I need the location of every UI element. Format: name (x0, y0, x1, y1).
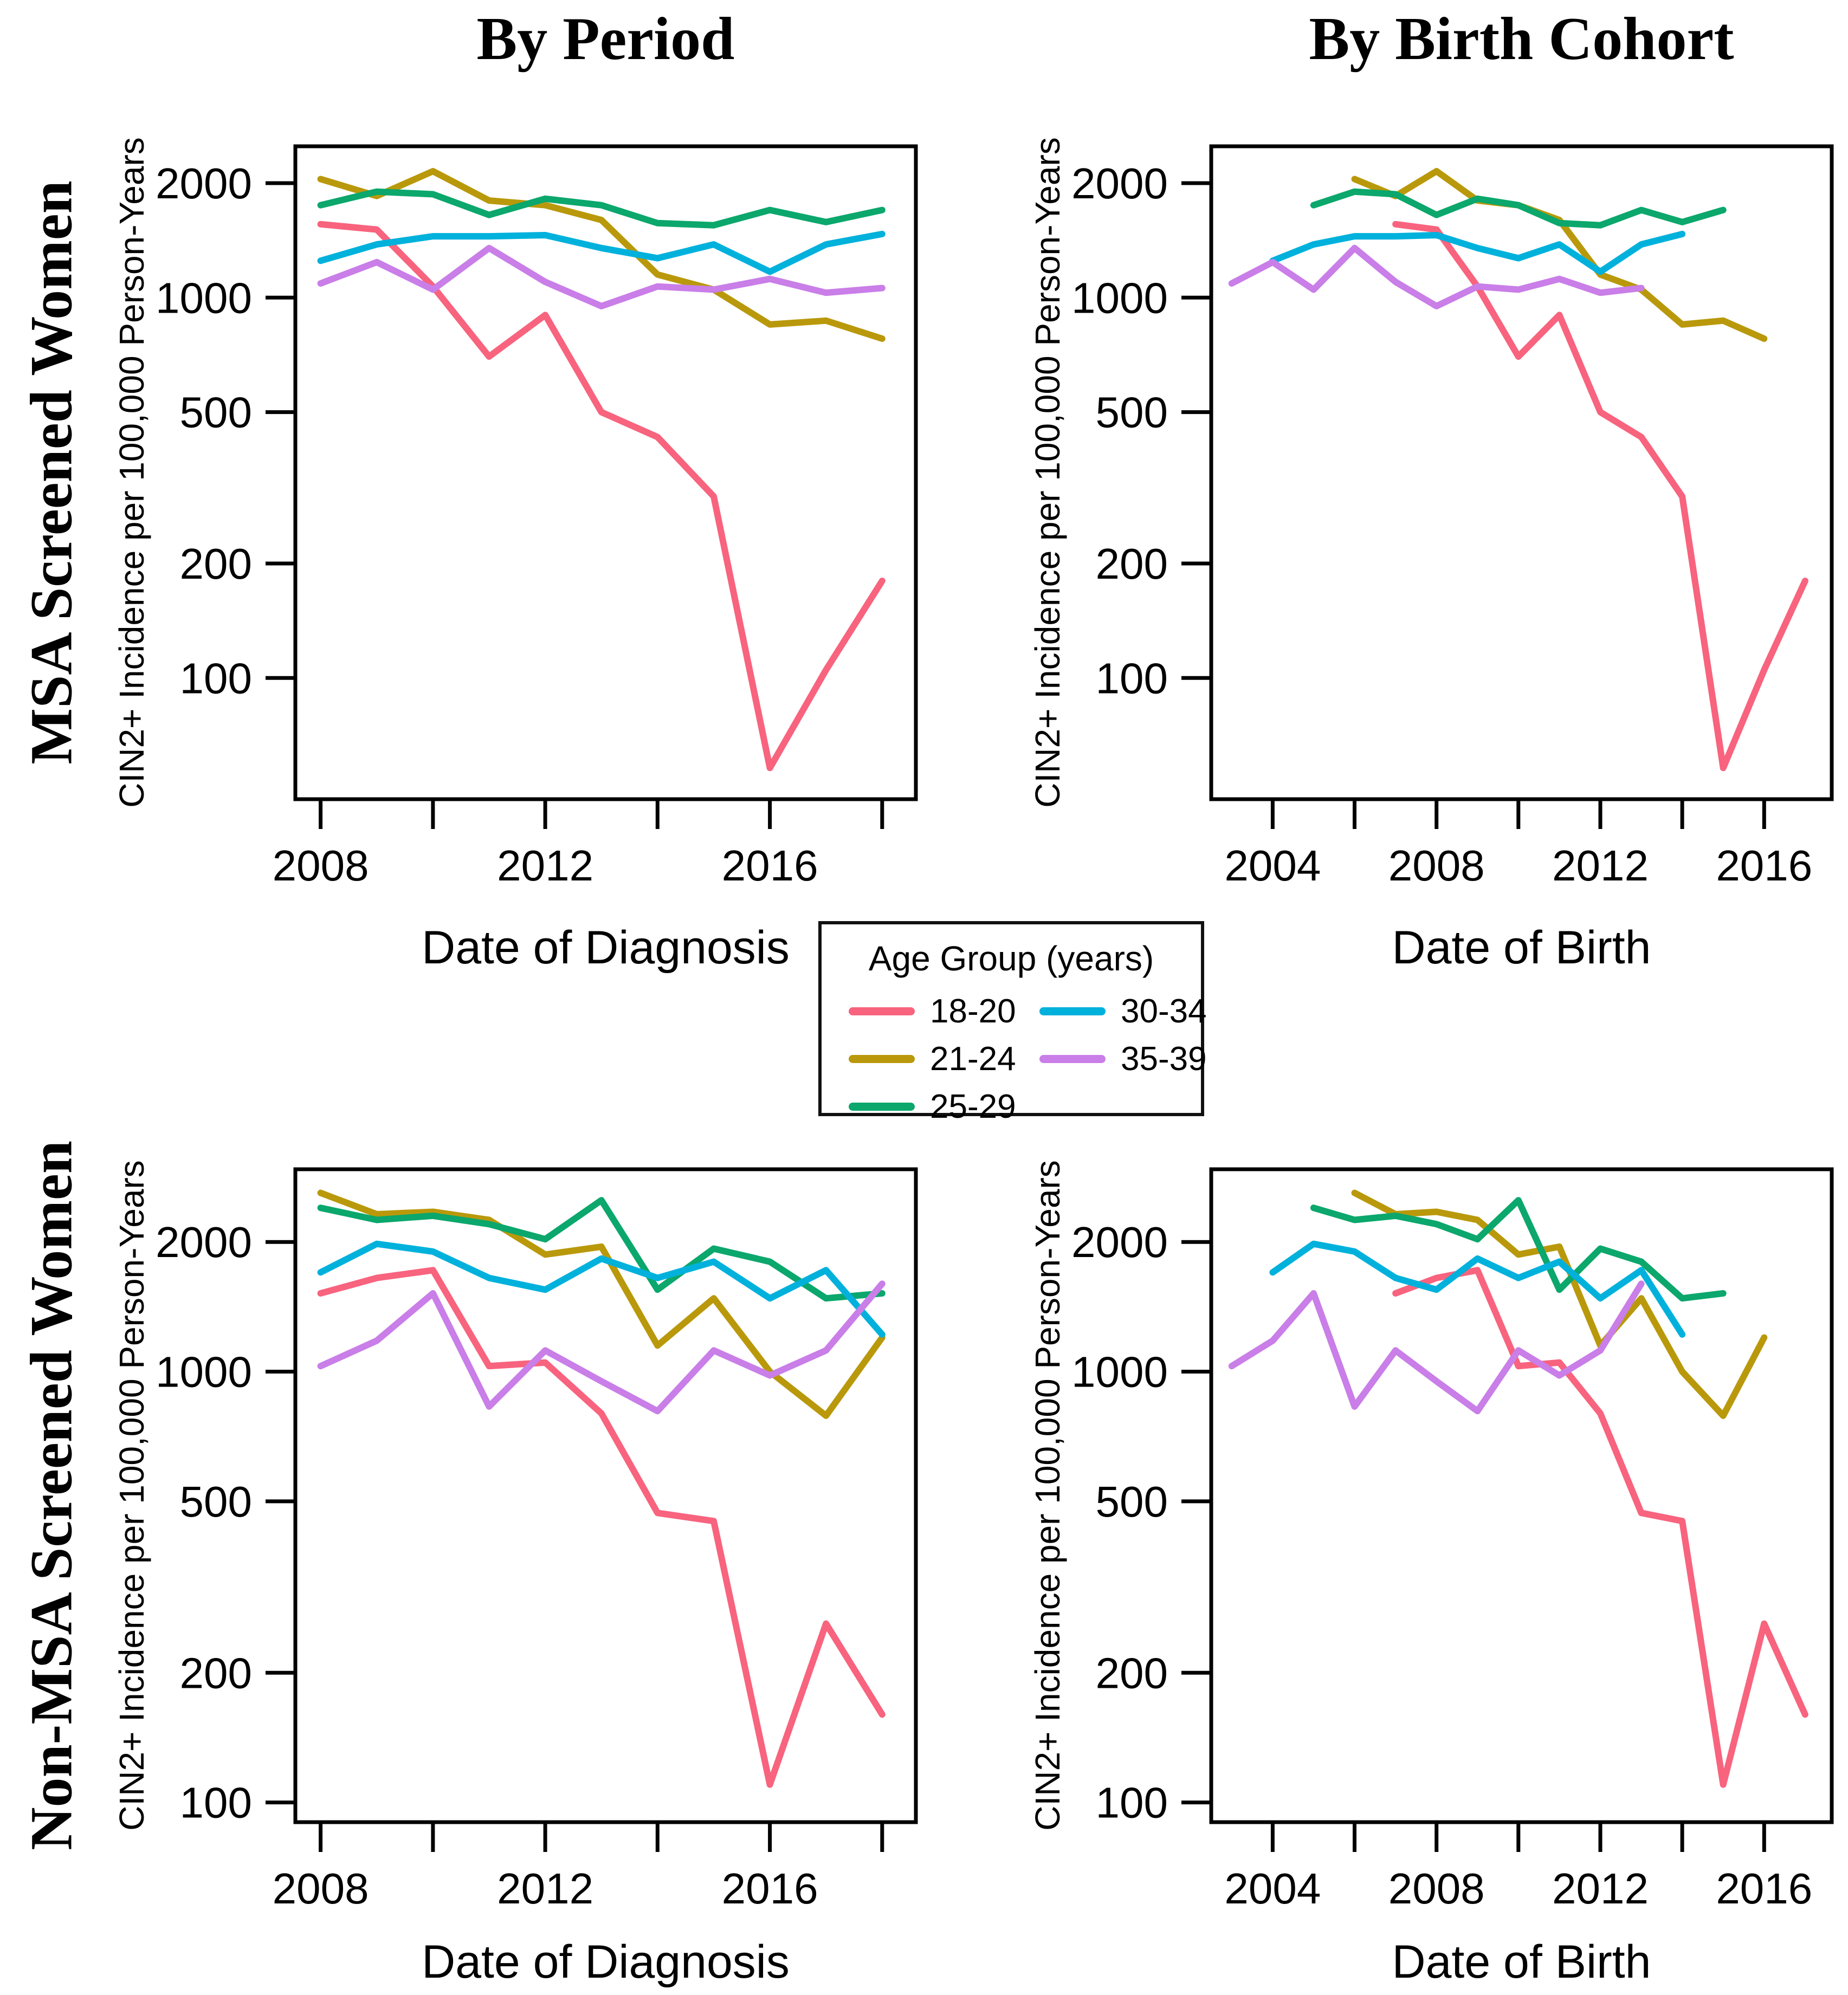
svg-text:2008: 2008 (273, 841, 369, 890)
svg-text:500: 500 (180, 388, 252, 437)
svg-text:1000: 1000 (156, 274, 252, 322)
svg-text:2016: 2016 (722, 841, 818, 890)
svg-text:200: 200 (1096, 1649, 1168, 1697)
svg-text:2012: 2012 (497, 841, 593, 890)
svg-text:200: 200 (180, 540, 252, 588)
svg-text:2012: 2012 (1552, 1864, 1649, 1913)
svg-text:500: 500 (1096, 1478, 1168, 1526)
row-label-non-msa: Non-MSA Screened Women (18, 1141, 85, 1850)
svg-text:2008: 2008 (273, 1864, 369, 1913)
svg-text:1000: 1000 (1071, 274, 1168, 322)
svg-text:2016: 2016 (1716, 1864, 1812, 1913)
svg-text:1000: 1000 (156, 1348, 252, 1396)
chart-non-msa-by-birth-cohort: 2004 2008 2012 2016 100 200 500 1000 2000 (1057, 1153, 1848, 1928)
svg-text:2012: 2012 (1552, 841, 1649, 890)
chart-plot-area: 2004 2008 2012 2016 100 200 500 1000 2000 (1071, 1167, 1834, 1913)
chart-msa-by-period: 2008 2012 2016 100 200 500 1000 2000 (141, 130, 932, 905)
legend-line-swatch (849, 1102, 915, 1111)
svg-text:200: 200 (180, 1649, 252, 1697)
svg-text:1000: 1000 (1071, 1348, 1168, 1396)
legend-line-swatch (1039, 1054, 1106, 1063)
chart-msa-by-birth-cohort: 2004 2008 2012 2016 100 200 500 1000 2000 (1057, 130, 1848, 905)
legend-item-label: 21-24 (930, 1040, 1016, 1078)
svg-text:2016: 2016 (722, 1864, 818, 1913)
svg-text:2012: 2012 (497, 1864, 593, 1913)
legend-item: 35-39 (1039, 1040, 1207, 1078)
svg-text:2004: 2004 (1224, 841, 1321, 890)
legend-item-label: 30-34 (1121, 992, 1207, 1030)
svg-text:2000: 2000 (1071, 1218, 1168, 1266)
svg-text:500: 500 (1096, 388, 1168, 437)
legend-line-swatch (1039, 1007, 1106, 1015)
legend-item: 21-24 (849, 1040, 1039, 1078)
legend-line-swatch (849, 1007, 915, 1015)
x-axis-label-diagnosis: Date of Diagnosis (422, 1936, 790, 1988)
svg-text:2000: 2000 (156, 1218, 252, 1266)
svg-text:500: 500 (180, 1478, 252, 1526)
legend-item-label: 25-29 (930, 1087, 1016, 1125)
chart-plot-area: 2008 2012 2016 100 200 500 1000 2000 (156, 1167, 918, 1913)
svg-text:2008: 2008 (1388, 841, 1485, 890)
svg-text:100: 100 (1096, 654, 1168, 702)
legend-items: 18-20 21-24 25-29 30-34 35-39 (849, 987, 1207, 1130)
legend-item-label: 35-39 (1121, 1040, 1207, 1078)
legend-item: 25-29 (849, 1087, 1039, 1126)
svg-text:2016: 2016 (1716, 841, 1812, 890)
svg-text:100: 100 (180, 654, 252, 702)
x-axis-label-birth: Date of Birth (1392, 922, 1651, 974)
legend-item: 18-20 (849, 992, 1039, 1031)
svg-text:2008: 2008 (1388, 1864, 1485, 1913)
legend-line-swatch (849, 1054, 915, 1063)
column-title-by-birth-cohort: By Birth Cohort (1309, 5, 1734, 73)
legend-title: Age Group (years) (868, 939, 1154, 978)
x-axis-label-diagnosis: Date of Diagnosis (422, 922, 790, 974)
svg-text:200: 200 (1096, 540, 1168, 588)
legend-item-label: 18-20 (930, 992, 1016, 1030)
chart-plot-area: 2008 2012 2016 100 200 500 1000 2000 (156, 144, 918, 890)
svg-text:100: 100 (180, 1779, 252, 1827)
svg-text:2000: 2000 (1071, 159, 1168, 208)
chart-non-msa-by-period: 2008 2012 2016 100 200 500 1000 2000 (141, 1153, 932, 1928)
x-axis-label-birth: Date of Birth (1392, 1936, 1651, 1988)
svg-text:2004: 2004 (1224, 1864, 1321, 1913)
legend: Age Group (years) 18-20 21-24 25-29 30-34 35… (818, 921, 1207, 1125)
row-label-msa: MSA Screened Women (18, 180, 85, 765)
svg-text:100: 100 (1096, 1779, 1168, 1827)
legend-item: 30-34 (1039, 992, 1207, 1031)
chart-plot-area: 2004 2008 2012 2016 100 200 500 1000 2000 (1071, 144, 1834, 890)
svg-text:2000: 2000 (156, 159, 252, 208)
column-title-by-period: By Period (476, 5, 735, 73)
